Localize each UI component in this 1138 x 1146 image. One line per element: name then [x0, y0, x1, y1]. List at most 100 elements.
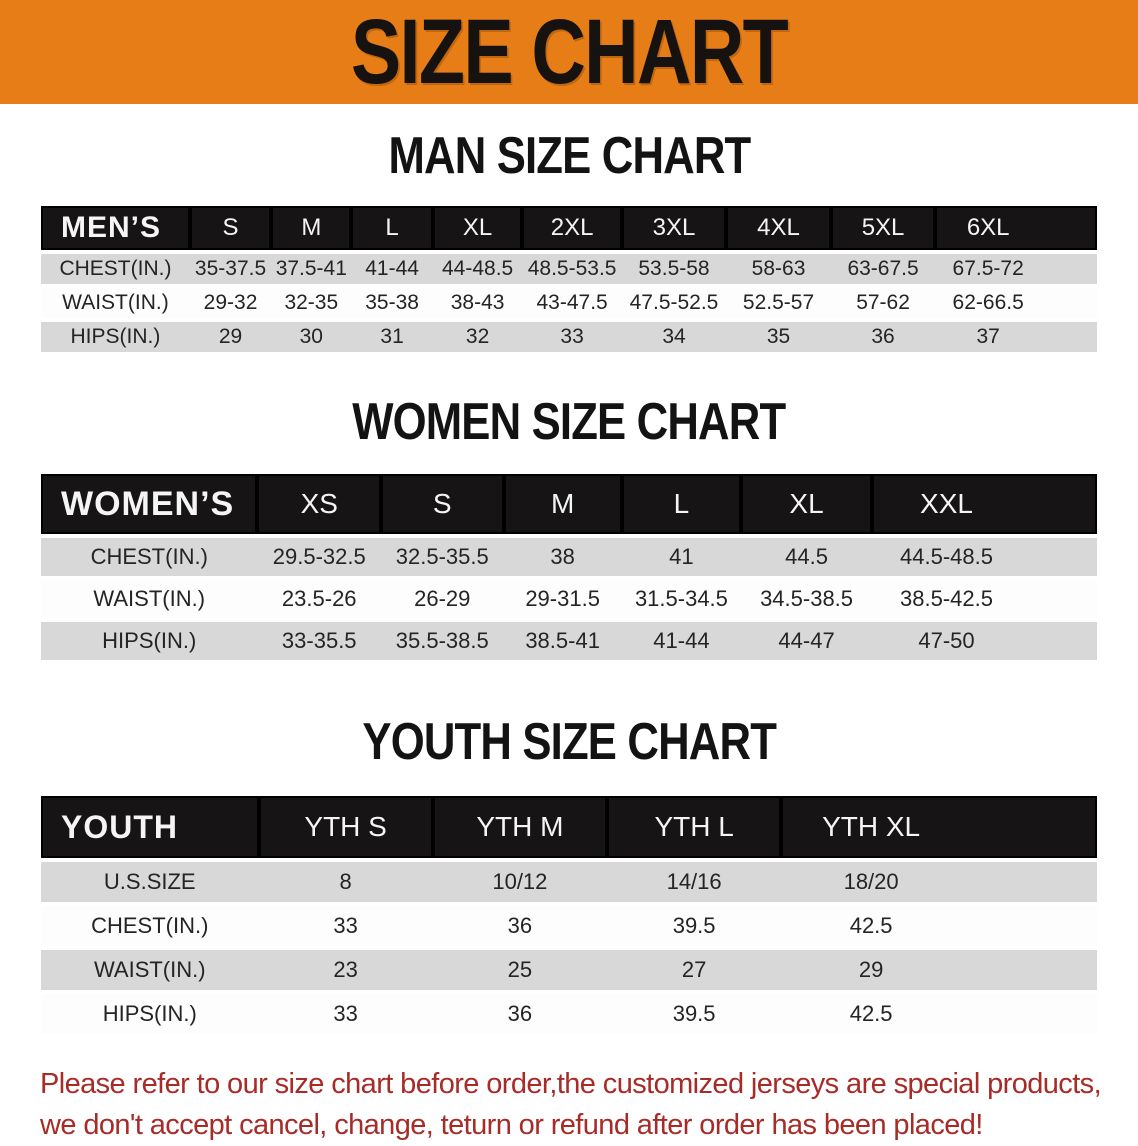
table-header-row: YOUTH YTH S YTH M YTH L YTH XL: [41, 796, 1097, 862]
cell-value: 23: [258, 948, 433, 994]
cell-value: 31.5-34.5: [621, 578, 742, 622]
cell-value: 44-48.5: [432, 252, 523, 288]
cell-value: 67.5-72: [935, 252, 1097, 288]
cell-value: 10/12: [432, 860, 607, 906]
size-column-header: XS: [257, 474, 382, 538]
disclaimer-note: Please refer to our size chart before or…: [40, 1064, 1138, 1146]
cell-value: 41-44: [351, 252, 433, 288]
cell-value: 23.5-26: [257, 578, 382, 622]
youth-section-title: YOUTH SIZE CHART: [0, 716, 1138, 768]
women-section-title-text: WOMEN SIZE CHART: [352, 393, 786, 451]
table-row: CHEST(IN.) 35-37.5 37.5-41 41-44 44-48.5 48.5…: [41, 252, 1097, 288]
cell-value: 48.5-53.5: [522, 252, 622, 288]
size-column-header: YTH M: [432, 796, 607, 862]
cell-value: 33: [258, 904, 433, 950]
cell-value: 27: [607, 948, 782, 994]
cell-value: 42.5: [781, 992, 1097, 1038]
size-column-header: S: [189, 206, 272, 254]
cell-value: 29: [189, 320, 272, 356]
cell-value: 58-63: [726, 252, 831, 288]
cell-value: 37: [935, 320, 1097, 356]
cell-value: 52.5-57: [726, 286, 831, 322]
men-section-title: MAN SIZE CHART: [0, 130, 1138, 182]
cell-value: 33-35.5: [257, 620, 382, 664]
cell-value: 57-62: [830, 286, 936, 322]
size-column-header: XXL: [872, 474, 1097, 538]
size-column-header: 2XL: [522, 206, 622, 254]
size-column-header: 4XL: [726, 206, 831, 254]
row-label: WAIST(IN.): [41, 286, 190, 322]
cell-value: 44-47: [741, 620, 873, 664]
cell-value: 35-38: [351, 286, 433, 322]
cell-value: 38.5-42.5: [872, 578, 1097, 622]
cell-value: 35.5-38.5: [381, 620, 504, 664]
cell-value: 33: [522, 320, 622, 356]
size-column-header: 6XL: [935, 206, 1097, 254]
women-section-title: WOMEN SIZE CHART: [0, 396, 1138, 448]
men-section-title-text: MAN SIZE CHART: [388, 127, 751, 185]
table-corner-label: MEN’S: [41, 206, 190, 254]
size-column-header: XL: [741, 474, 873, 538]
cell-value: 30: [271, 320, 352, 356]
cell-value: 39.5: [607, 992, 782, 1038]
table-header-row: WOMEN’S XS S M L XL XXL: [41, 474, 1097, 538]
size-column-header: M: [503, 474, 622, 538]
size-column-header: XL: [432, 206, 523, 254]
table-row: CHEST(IN.) 33 36 39.5 42.5: [41, 904, 1097, 950]
table-corner-label: YOUTH: [41, 796, 259, 862]
women-size-table: WOMEN’S XS S M L XL XXL CHEST(IN.) 29.5-32.5 32.5…: [41, 474, 1097, 664]
cell-value: 29.5-32.5: [257, 536, 382, 580]
table-row: U.S.SIZE 8 10/12 14/16 18/20: [41, 860, 1097, 906]
table-row: WAIST(IN.) 23 25 27 29: [41, 948, 1097, 994]
cell-value: 29-32: [189, 286, 272, 322]
cell-value: 42.5: [781, 904, 1097, 950]
size-column-header: 5XL: [830, 206, 936, 254]
cell-value: 63-67.5: [830, 252, 936, 288]
cell-value: 29: [781, 948, 1097, 994]
cell-value: 31: [351, 320, 433, 356]
cell-value: 32: [432, 320, 523, 356]
table-corner-label: WOMEN’S: [41, 474, 258, 538]
cell-value: 34.5-38.5: [741, 578, 873, 622]
cell-value: 38-43: [432, 286, 523, 322]
table-row: HIPS(IN.) 29 30 31 32 33 34 35 36 37: [41, 320, 1097, 356]
size-column-header: L: [621, 474, 742, 538]
cell-value: 35-37.5: [189, 252, 272, 288]
cell-value: 41: [621, 536, 742, 580]
size-column-header: S: [381, 474, 504, 538]
cell-value: 33: [258, 992, 433, 1038]
cell-value: 18/20: [781, 860, 1097, 906]
size-column-header: YTH XL: [781, 796, 1097, 862]
row-label: HIPS(IN.): [41, 320, 190, 356]
cell-value: 47.5-52.5: [621, 286, 727, 322]
row-label: HIPS(IN.): [41, 620, 258, 664]
cell-value: 44.5: [741, 536, 873, 580]
cell-value: 38: [503, 536, 622, 580]
disclaimer-line-1: Please refer to our size chart before or…: [40, 1068, 1102, 1100]
size-column-header: 3XL: [621, 206, 727, 254]
cell-value: 25: [432, 948, 607, 994]
size-column-header: M: [271, 206, 352, 254]
table-row: HIPS(IN.) 33-35.5 35.5-38.5 38.5-41 41-44 44-…: [41, 620, 1097, 664]
cell-value: 36: [432, 904, 607, 950]
table-row: WAIST(IN.) 23.5-26 26-29 29-31.5 31.5-34.5 34…: [41, 578, 1097, 622]
cell-value: 36: [830, 320, 936, 356]
size-column-header: YTH L: [607, 796, 782, 862]
cell-value: 26-29: [381, 578, 504, 622]
disclaimer-line-2: we don't accept cancel, change, teturn o…: [40, 1109, 983, 1141]
cell-value: 8: [258, 860, 433, 906]
cell-value: 38.5-41: [503, 620, 622, 664]
row-label: CHEST(IN.): [41, 252, 190, 288]
row-label: U.S.SIZE: [41, 860, 259, 906]
cell-value: 62-66.5: [935, 286, 1097, 322]
table-row: WAIST(IN.) 29-32 32-35 35-38 38-43 43-47.5 47.…: [41, 286, 1097, 322]
cell-value: 41-44: [621, 620, 742, 664]
youth-size-table: YOUTH YTH S YTH M YTH L YTH XL U.S.SIZE 8 10/12…: [41, 796, 1097, 1038]
cell-value: 43-47.5: [522, 286, 622, 322]
cell-value: 34: [621, 320, 727, 356]
cell-value: 35: [726, 320, 831, 356]
row-label: WAIST(IN.): [41, 948, 259, 994]
size-column-header: YTH S: [258, 796, 433, 862]
row-label: CHEST(IN.): [41, 904, 259, 950]
